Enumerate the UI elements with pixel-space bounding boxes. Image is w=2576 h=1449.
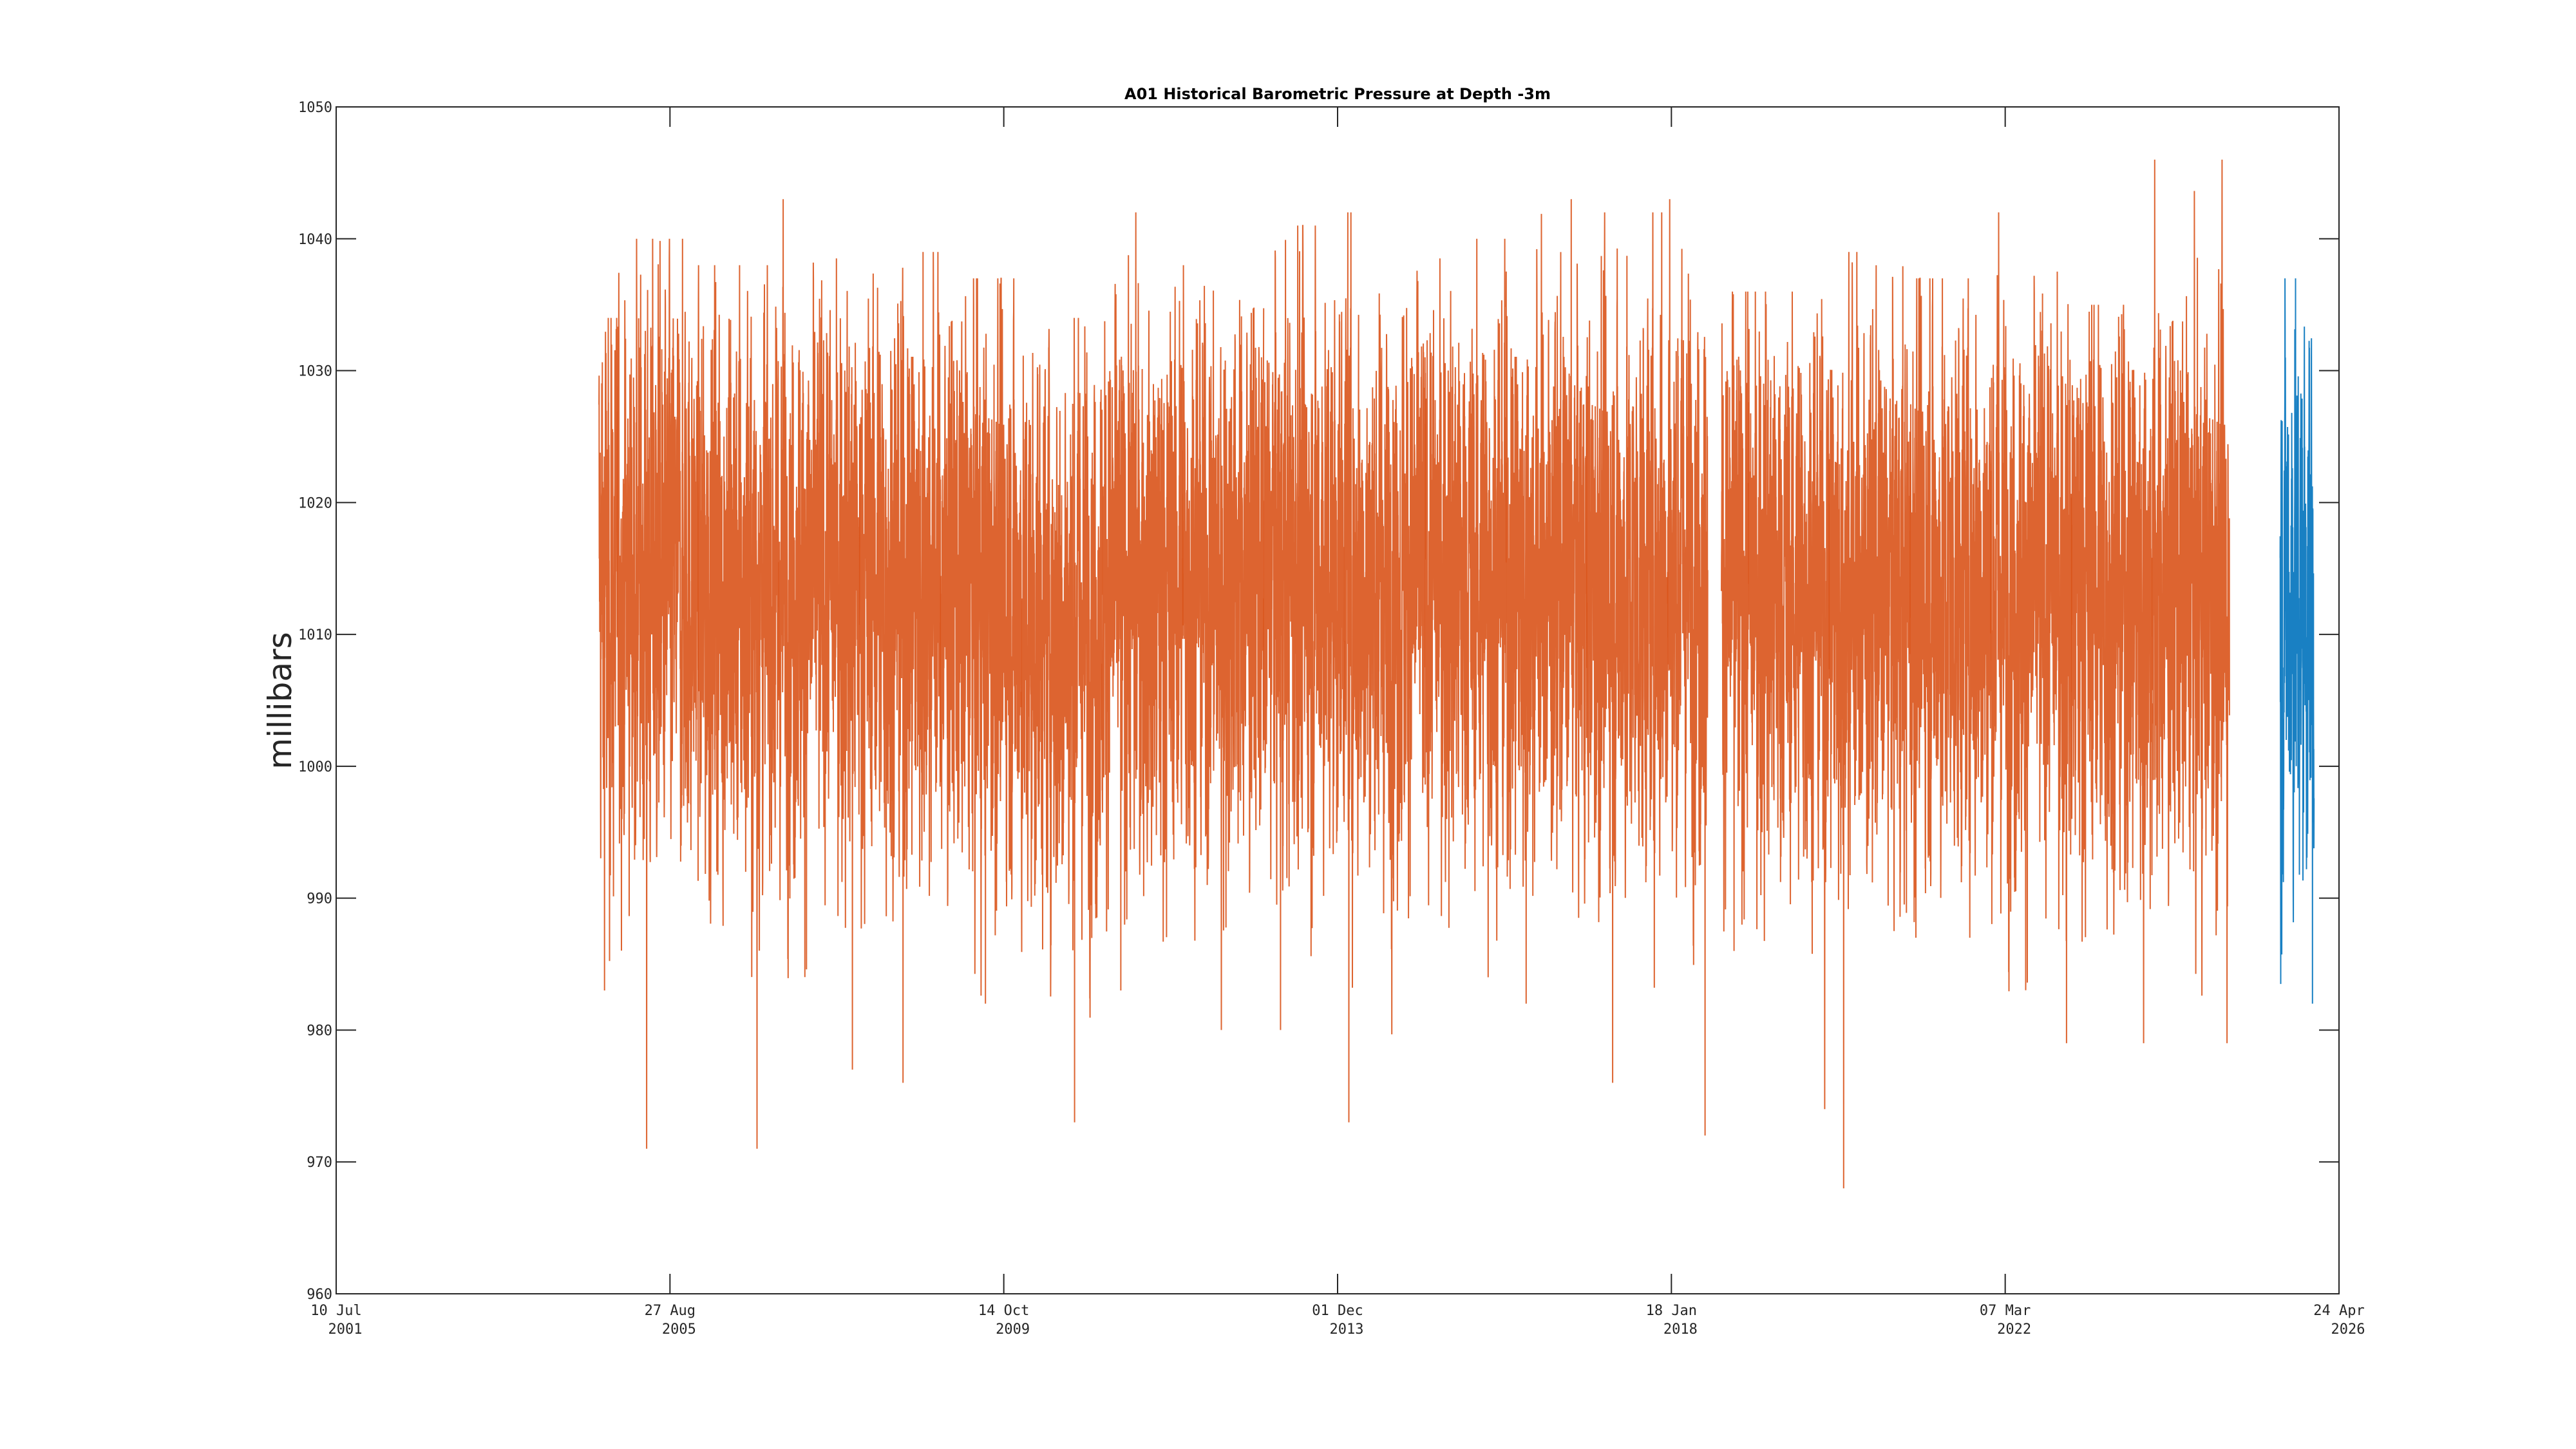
y-tick-label: 980	[307, 1023, 332, 1039]
y-axis-label: millibars	[261, 632, 299, 769]
x-tick-label-year: 2022	[1997, 1321, 2031, 1338]
series-1-trace-2005	[616, 238, 699, 1149]
x-tick-label-year: 2026	[2331, 1321, 2365, 1338]
series-1-trace-2024	[2152, 159, 2230, 1043]
series-1-trace-2014	[1343, 212, 1426, 1122]
series-1-trace-2016	[1505, 199, 1587, 1004]
y-tick-label: 960	[307, 1287, 332, 1303]
y-tick-label: 1030	[298, 364, 332, 380]
series-1-trace-2013	[1263, 225, 1345, 1030]
x-tick-label-year: 2001	[328, 1321, 363, 1338]
series-1-trace-2020	[1828, 252, 1911, 1189]
series-1-trace-2004	[598, 317, 618, 991]
x-tick-label-day-month: 18 Jan	[1646, 1303, 1697, 1319]
ticks-layer: 960 970 980 990 1000 1010 1020 1030 1040 1050 10 J…	[298, 100, 2365, 1338]
x-tick-label-year: 2013	[1330, 1321, 1364, 1338]
y-tick-label: 1020	[298, 495, 332, 511]
x-tick-label-year: 2018	[1663, 1321, 1698, 1338]
x-tick-label-day-month: 01 Dec	[1312, 1303, 1363, 1319]
y-tick-label: 1010	[298, 627, 332, 643]
y-tick-label: 970	[307, 1155, 332, 1171]
series-1-trace-2015	[1425, 238, 1507, 978]
chart-title: A01 Historical Barometric Pressure at De…	[1124, 85, 1551, 103]
series-1-trace-2023	[2070, 305, 2154, 1043]
x-tick-label-day-month: 24 Apr	[2313, 1303, 2364, 1319]
series-layer	[598, 159, 2315, 1189]
series-1-trace-2022	[1990, 212, 2072, 1043]
x-tick-label-year: 2005	[662, 1321, 696, 1338]
series-1-trace-2018	[1667, 199, 1709, 1136]
x-tick-label-day-month: 10 Jul	[310, 1303, 361, 1319]
x-tick-label-year: 2009	[996, 1321, 1030, 1338]
y-tick-label: 1000	[298, 759, 332, 775]
y-tick-label: 1050	[298, 100, 332, 116]
series-1-trace-2019	[1747, 291, 1830, 1110]
y-tick-label: 1040	[298, 232, 332, 248]
series-1-trace-2021	[1909, 278, 1992, 938]
series-1-trace-2010	[1020, 317, 1103, 1122]
series-1-trace-2006	[697, 265, 780, 1149]
x-tick-label-day-month: 14 Oct	[978, 1303, 1029, 1319]
x-tick-label-day-month: 27 Aug	[645, 1303, 696, 1319]
series-1-trace-2017	[1586, 212, 1669, 1083]
y-tick-label: 990	[307, 891, 332, 907]
series-1-trace-2012	[1182, 265, 1265, 1030]
series-2-trace-2025	[2279, 278, 2315, 1004]
series-1-trace-2009	[940, 278, 1022, 1004]
x-tick-label-day-month: 07 Mar	[1980, 1303, 2031, 1319]
series-1-trace-2011	[1101, 212, 1184, 991]
series-1-trace-2007	[778, 199, 860, 1070]
series-1-trace-2008	[858, 252, 942, 1083]
series-1-trace-2018	[1721, 291, 1749, 951]
